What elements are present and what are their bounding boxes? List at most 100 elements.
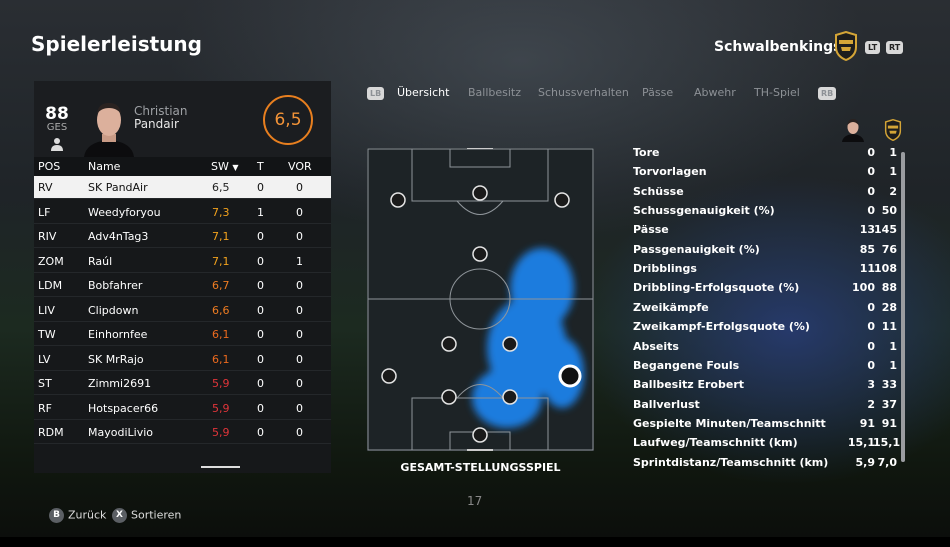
stat-row: Schussgenauigkeit (%) 0 50	[633, 204, 903, 223]
stat-row: Begangene Fouls 0 1	[633, 359, 903, 378]
player-avatar	[84, 103, 134, 157]
stat-player: 0	[867, 165, 875, 179]
stat-label: Passgenauigkeit (%)	[633, 242, 760, 256]
col-t[interactable]: T	[257, 160, 264, 173]
table-row[interactable]: TW Einhornfee 6,1 0 0	[34, 323, 331, 346]
lt-button-hint[interactable]: LT	[865, 41, 881, 54]
tab-abwehr[interactable]: Abwehr	[694, 86, 736, 99]
overall-rating: 88	[45, 104, 69, 124]
team-crest-icon	[835, 31, 857, 61]
match-rating-circle	[263, 95, 313, 145]
row-vor: 1	[296, 254, 303, 268]
stat-player: 0	[867, 146, 875, 159]
row-vor: 0	[296, 181, 303, 194]
table-row[interactable]: ST Zimmi2691 5,9 0 0	[34, 372, 331, 395]
stat-team: 7,0	[877, 455, 898, 469]
stat-row: Ballbesitz Erobert 3 33	[633, 378, 903, 397]
col-pos[interactable]: POS	[38, 160, 61, 173]
stat-player: 0	[867, 358, 875, 372]
table-row[interactable]: RIV Adv4nTag3 7,1 0 0	[34, 225, 331, 248]
table-row[interactable]: RDM MayodiLivio 5,9 0 0	[34, 421, 331, 444]
stat-team: 37	[881, 397, 897, 411]
row-vor: 0	[296, 328, 303, 341]
table-row[interactable]: LIV Clipdown 6,6 0 0	[34, 299, 331, 322]
stat-row: Zweikampf-Erfolgsquote (%) 0 11	[633, 320, 903, 339]
col-sw[interactable]: SW ▼	[211, 160, 239, 173]
stat-row: Pässe 13 145	[633, 223, 903, 242]
stat-row: Tore 0 1	[633, 146, 903, 165]
tab-th-spiel[interactable]: TH-Spiel	[754, 86, 800, 99]
stat-team: 1	[889, 358, 897, 372]
player-first-name: Christian	[134, 104, 188, 118]
tab-paesse[interactable]: Pässe	[642, 86, 674, 99]
row-t: 0	[257, 352, 264, 366]
row-name: Adv4nTag3	[88, 230, 149, 243]
row-pos: TW	[38, 328, 56, 341]
row-name: Raúl	[88, 254, 113, 268]
stat-player: 0	[867, 204, 875, 218]
row-vor: 0	[296, 205, 303, 219]
stat-team: 145	[874, 223, 897, 237]
stat-team: 76	[881, 242, 897, 256]
table-row[interactable]: RV SK PandAir 6,5 0 0	[34, 176, 331, 199]
row-name: Bobfahrer	[88, 279, 143, 292]
stat-player: 11	[859, 262, 875, 276]
row-t: 0	[257, 426, 264, 439]
row-t: 1	[257, 205, 264, 219]
tab-uebersicht[interactable]: Übersicht	[397, 86, 450, 99]
row-t: 0	[257, 377, 264, 390]
row-sw: 5,9	[212, 401, 230, 415]
stat-team: 108	[874, 262, 897, 276]
stat-label: Dribbling-Erfolgsquote (%)	[633, 281, 800, 295]
sort-hint[interactable]: X Sortieren	[112, 508, 181, 523]
tab-ballbesitz[interactable]: Ballbesitz	[468, 86, 522, 99]
team-crest-small-icon	[884, 119, 902, 141]
stat-player: 85	[859, 242, 875, 256]
stat-label: Ballverlust	[633, 397, 700, 411]
stat-player: 5,9	[855, 455, 876, 469]
stat-player: 0	[867, 184, 875, 198]
table-row[interactable]: ZOM Raúl 7,1 0 1	[34, 250, 331, 273]
stat-team: 1	[889, 339, 897, 353]
row-name: Weedyforyou	[88, 205, 161, 219]
table-row[interactable]: RF Hotspacer66 5,9 0 0	[34, 397, 331, 420]
tab-schussverhalten[interactable]: Schussverhalten	[538, 86, 629, 99]
table-header: POS Name SW ▼ T VOR	[34, 157, 331, 176]
row-vor: 0	[296, 352, 303, 366]
row-name: Einhornfee	[88, 328, 148, 341]
stats-scrollbar-thumb[interactable]	[901, 152, 905, 462]
player-last-name: Pandair	[134, 117, 179, 131]
table-row[interactable]: LDM Bobfahrer 6,7 0 0	[34, 274, 331, 297]
player-dots	[381, 185, 570, 443]
stat-label: Zweikampf-Erfolgsquote (%)	[633, 320, 810, 334]
row-pos: LIV	[38, 303, 55, 317]
lb-button-hint[interactable]: LB	[367, 87, 385, 100]
col-vor[interactable]: VOR	[288, 160, 312, 173]
overall-label: GES	[46, 122, 68, 133]
stat-row: Gespielte Minuten/Teamschnitt 91 91	[633, 417, 903, 436]
row-sw: 7,1	[212, 254, 230, 268]
rb-button-hint[interactable]: RB	[818, 87, 837, 100]
stat-player: 13	[859, 223, 875, 237]
pitch-caption: GESAMT-STELLUNGSSPIEL	[400, 461, 561, 474]
table-row[interactable]: LV SK MrRajo 6,1 0 0	[34, 348, 331, 371]
b-button-icon: B	[49, 508, 64, 523]
selected-player-dot	[558, 364, 582, 388]
row-sw: 6,1	[212, 352, 230, 366]
stat-label: Dribblings	[633, 262, 697, 276]
rt-button-hint[interactable]: RT	[886, 41, 904, 54]
row-t: 0	[257, 328, 264, 341]
back-hint[interactable]: B Zurück	[49, 508, 106, 523]
row-sw: 6,1	[212, 328, 230, 341]
stat-team: 50	[881, 204, 897, 218]
row-vor: 0	[296, 279, 303, 292]
stat-team: 91	[881, 416, 897, 430]
row-t: 0	[257, 303, 264, 317]
stat-team: 1	[889, 146, 897, 159]
table-row[interactable]: LF Weedyforyou 7,3 1 0	[34, 201, 331, 224]
row-name: Zimmi2691	[88, 377, 152, 390]
col-name[interactable]: Name	[88, 160, 121, 173]
stat-row: Ballverlust 2 37	[633, 398, 903, 417]
pitch-lines	[367, 148, 594, 451]
player-face-icon	[842, 119, 864, 142]
